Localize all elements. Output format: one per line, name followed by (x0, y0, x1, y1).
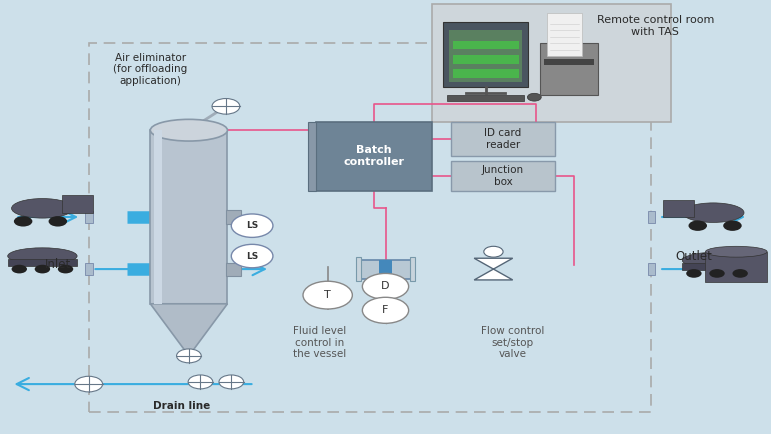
Circle shape (212, 99, 240, 114)
Polygon shape (150, 304, 227, 356)
Circle shape (219, 375, 244, 389)
Bar (648, 211, 655, 223)
Text: LS: LS (246, 221, 258, 230)
Bar (85, 263, 93, 275)
Text: ID card
reader: ID card reader (484, 128, 522, 150)
Text: Outlet: Outlet (675, 250, 712, 263)
Text: Air eliminator
(for offloading
application): Air eliminator (for offloading applicati… (113, 53, 187, 86)
Text: Inlet: Inlet (45, 258, 71, 271)
Bar (453, 69, 519, 78)
Bar (449, 30, 522, 82)
Bar (120, 52, 270, 382)
Ellipse shape (682, 252, 752, 269)
Ellipse shape (150, 119, 227, 141)
Ellipse shape (705, 246, 767, 257)
Circle shape (14, 216, 32, 227)
Circle shape (484, 246, 503, 257)
Bar (89, 43, 651, 412)
Circle shape (689, 220, 707, 231)
Bar (451, 161, 555, 191)
Bar (379, 260, 392, 279)
Circle shape (231, 244, 273, 268)
Bar (663, 200, 694, 217)
Bar (453, 55, 519, 64)
Circle shape (75, 376, 103, 392)
Circle shape (723, 220, 742, 231)
Bar (453, 41, 519, 49)
Bar (443, 22, 528, 87)
Ellipse shape (8, 248, 77, 264)
Bar (432, 4, 671, 122)
Polygon shape (474, 258, 513, 280)
Bar (447, 95, 524, 101)
Circle shape (177, 349, 201, 363)
Bar (316, 122, 432, 191)
Text: Fluid level
control in
the vessel: Fluid level control in the vessel (293, 326, 347, 359)
Text: Junction
box: Junction box (482, 165, 524, 187)
Text: Remote control room
with TAS: Remote control room with TAS (597, 15, 714, 37)
Text: T: T (325, 290, 331, 300)
Text: Drain line: Drain line (153, 401, 210, 411)
Circle shape (732, 269, 748, 278)
Bar (359, 260, 412, 279)
Bar (682, 263, 752, 270)
Text: Flow control
set/stop
valve: Flow control set/stop valve (481, 326, 544, 359)
Circle shape (362, 273, 409, 299)
Circle shape (709, 269, 725, 278)
Circle shape (303, 281, 352, 309)
Bar (226, 210, 241, 224)
Circle shape (362, 297, 409, 323)
Bar (150, 130, 227, 304)
Bar (544, 59, 594, 65)
Bar (705, 252, 767, 282)
Circle shape (12, 265, 27, 273)
Bar (410, 257, 415, 281)
Text: D: D (381, 281, 390, 292)
Circle shape (231, 214, 273, 237)
Text: F: F (382, 305, 389, 316)
Circle shape (35, 265, 50, 273)
Circle shape (686, 269, 702, 278)
Circle shape (527, 93, 541, 101)
Bar (356, 257, 361, 281)
Bar (85, 211, 93, 223)
Text: LS: LS (246, 252, 258, 260)
Bar (547, 13, 582, 56)
Bar (540, 43, 598, 95)
Bar (8, 259, 77, 266)
Bar (154, 130, 162, 304)
Bar (451, 122, 555, 156)
Bar (62, 195, 93, 213)
Ellipse shape (682, 203, 744, 222)
Text: Batch
controller: Batch controller (343, 145, 405, 167)
Circle shape (58, 265, 73, 273)
Circle shape (188, 375, 213, 389)
Circle shape (49, 216, 67, 227)
Bar (308, 122, 316, 191)
Ellipse shape (12, 199, 73, 218)
Bar (226, 263, 241, 276)
Bar (648, 263, 655, 275)
